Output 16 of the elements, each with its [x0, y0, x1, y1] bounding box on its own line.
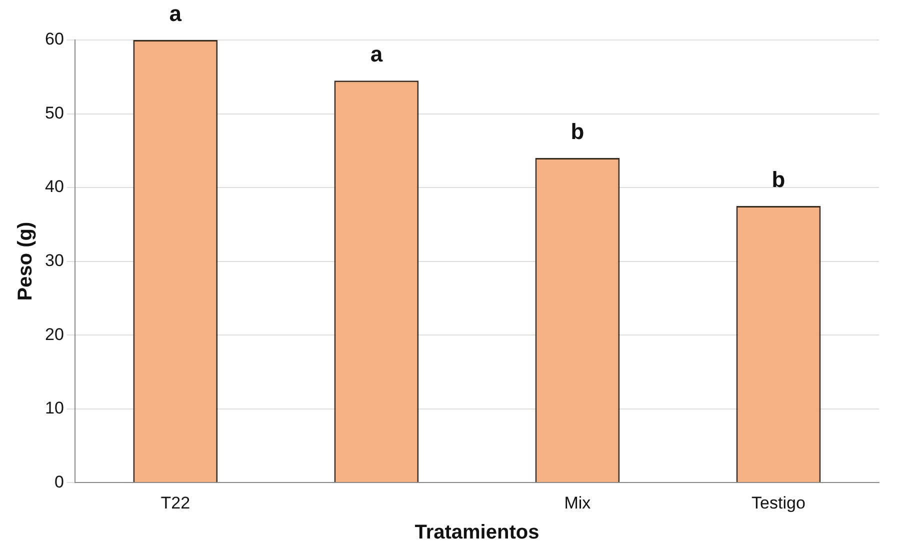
x-tick-label: Testigo — [752, 493, 806, 512]
text: a — [169, 1, 182, 26]
annotation: a — [370, 42, 384, 67]
annotation: b — [570, 119, 584, 144]
y-axis-title: Peso (g) — [14, 222, 37, 301]
x-axis-title: Tratamientos — [414, 522, 540, 544]
annotation: b — [772, 167, 786, 192]
y-tick-label: 60 — [44, 30, 64, 49]
y-tick-label: 30 — [44, 250, 64, 270]
y-tick-label: 20 — [44, 324, 64, 344]
x-tick-label: T22 — [160, 493, 190, 512]
y-tick-label: 40 — [44, 177, 64, 196]
x-tick-label: Mix — [564, 493, 592, 512]
y-tick-label: 10 — [44, 398, 64, 418]
y-tick-label: 50 — [44, 103, 64, 122]
y-tick-label: 0 — [54, 472, 64, 492]
